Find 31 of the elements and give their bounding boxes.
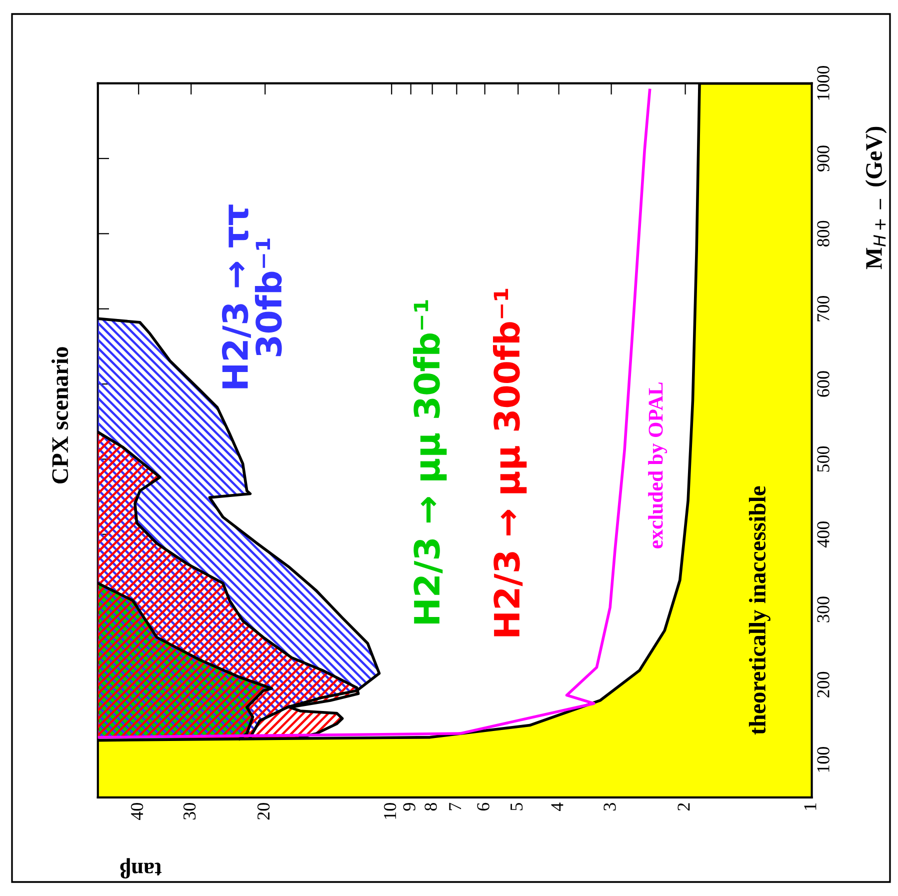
y-tick-label: 800 [817,220,830,247]
y-tick-label: 600 [817,371,830,397]
annotation: theoretically inaccessible [748,486,770,735]
x-tick-label: 4 [551,802,564,811]
x-tick-label: 8 [424,802,437,811]
y-tick-label: 100 [817,747,830,772]
x-tick-label: 30 [183,802,196,820]
x-tick-label: 10 [384,802,396,819]
x-tick-label: 20 [257,802,270,820]
y-tick-label: 700 [817,296,830,322]
text: H2/3 → ττ 30fb⁻¹ [222,204,282,388]
x-tick-label: 2 [678,803,690,811]
y-tick-label: 500 [817,446,830,472]
text: H2/3 → μμ 300fb⁻¹ [492,288,527,636]
x-axis-title: tanβ [120,858,162,879]
text: CPX scenario [51,347,68,484]
y-tick-label: 200 [817,672,830,698]
text: H2/3 → μμ 30fb⁻¹ [413,300,447,624]
y-tick-label: 400 [817,521,830,548]
y-tick-label: 300 [817,596,830,622]
x-tick-label: 9 [403,803,416,811]
y-tick-label: 900 [817,146,830,172]
text: excluded by OPAL [648,382,668,548]
x-tick-label: 40 [130,802,144,820]
x-tick-label: 5 [510,803,523,810]
x-tick-label: 6 [477,802,490,811]
y-tick-label: 1000 [817,66,830,100]
x-tick-label: 1 [804,803,816,810]
x-tick-label: 7 [449,802,462,810]
x-tick-label: 3 [604,803,616,810]
y-axis-title: M$_{H+−}$ (GeV) [865,126,887,270]
